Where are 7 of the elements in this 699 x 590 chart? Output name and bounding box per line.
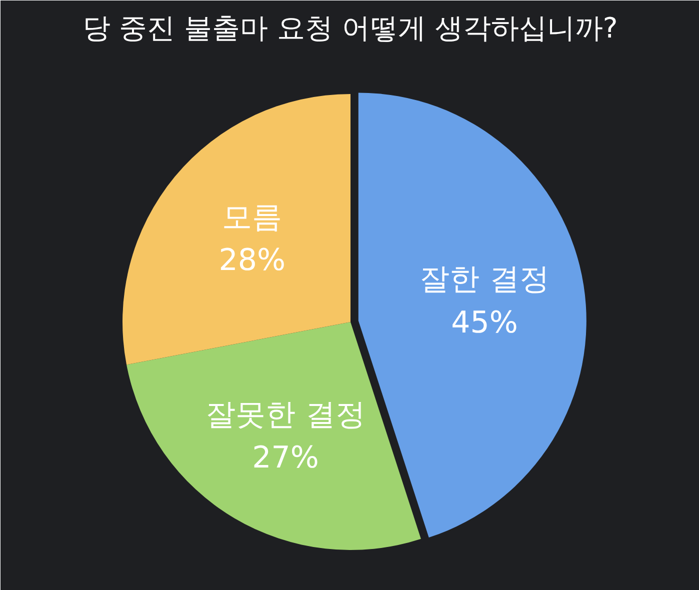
data-label: 28% — [218, 243, 286, 278]
data-label: 45% — [451, 305, 518, 340]
slice-label: 잘한 결정 — [420, 262, 550, 297]
data-label: 27% — [252, 440, 319, 476]
slice-label: 모름 — [222, 200, 282, 235]
slice-label: 잘못한 결정 — [206, 397, 366, 432]
chart-title: 당 중진 불출마 요청 어떻게 생각하십니까? — [82, 12, 618, 44]
